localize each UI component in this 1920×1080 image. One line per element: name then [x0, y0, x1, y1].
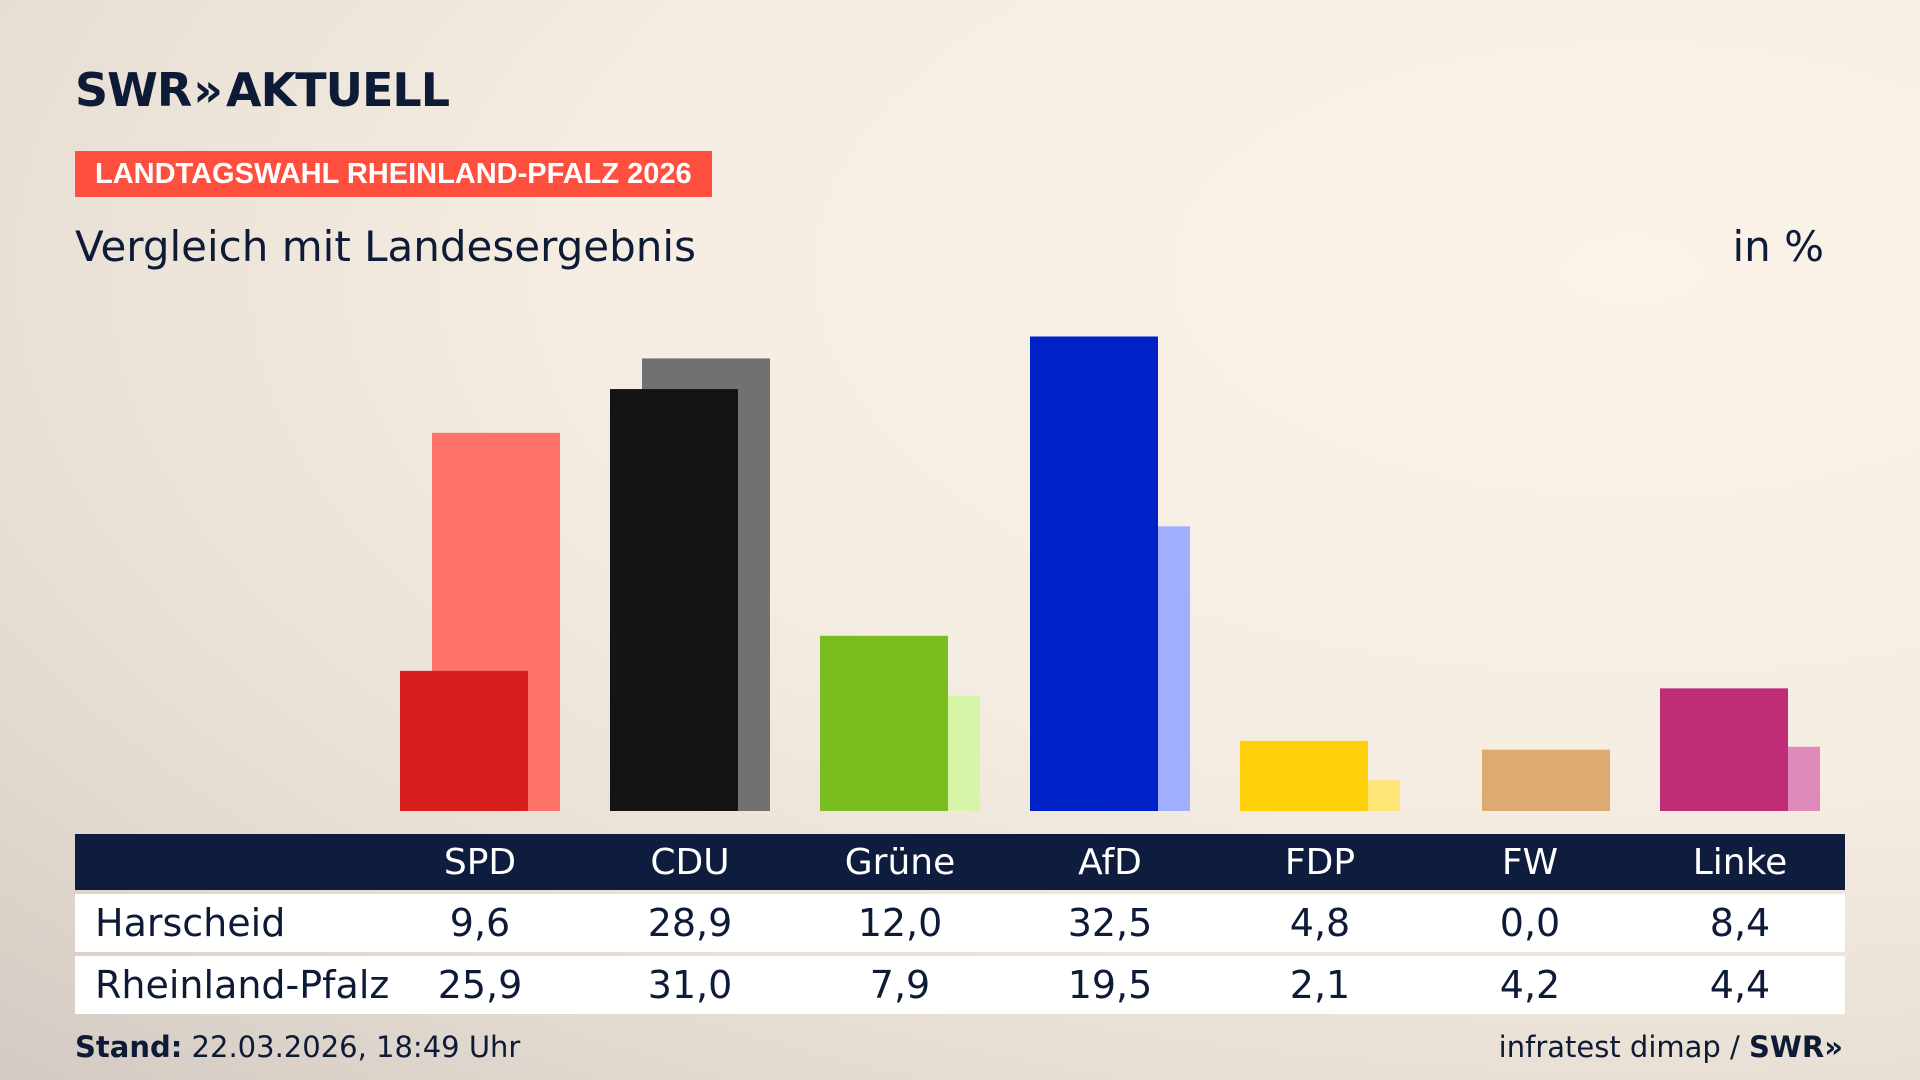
value-cell-spd: 9,6	[449, 901, 511, 945]
table-row: Rheinland-Pfalz 25,9 31,0 7,9 19,5 2,1 4,2 4,4	[75, 956, 1845, 1014]
value-cell-fdp: 4,8	[1289, 901, 1351, 945]
timestamp: Stand: 22.03.2026, 18:49 Uhr	[75, 1030, 520, 1064]
value-cell-cdu: 31,0	[647, 963, 733, 1007]
stand-label: Stand:	[75, 1030, 183, 1064]
value-cell-linke: 4,4	[1709, 963, 1771, 1007]
bar-afd-harscheid	[1030, 336, 1158, 811]
value-cell-spd: 25,9	[437, 963, 523, 1007]
column-header-fw: FW	[1501, 841, 1559, 883]
results-table: SPD CDU Grüne AfD FDP FW Linke Harscheid 9,6 28…	[75, 834, 1845, 1014]
bar-fdp-harscheid	[1240, 740, 1368, 811]
row-label: Rheinland-Pfalz	[95, 963, 390, 1007]
column-header-cdu: CDU	[650, 841, 730, 883]
chart-unit: in %	[1732, 222, 1824, 271]
source-separator: /	[1730, 1030, 1740, 1064]
source-name: infratest dimap	[1498, 1030, 1721, 1064]
logo-chevrons-icon: »	[193, 63, 223, 117]
table-row: Harscheid 9,6 28,9 12,0 32,5 4,8 0,0 8,4	[75, 894, 1845, 952]
value-cell-afd: 19,5	[1067, 963, 1153, 1007]
column-header-linke: Linke	[1692, 841, 1788, 883]
value-cell-fw: 0,0	[1499, 901, 1561, 945]
bar-linke-harscheid	[1660, 688, 1788, 811]
row-label: Harscheid	[95, 901, 286, 945]
chart-subtitle: Vergleich mit Landesergebnis	[75, 222, 696, 271]
value-cell-cdu: 28,9	[647, 901, 733, 945]
value-cell-grüne: 12,0	[857, 901, 943, 945]
bar-cdu-harscheid	[610, 389, 738, 811]
logo-brand: SWR	[75, 63, 192, 117]
source-chevrons-icon: »	[1824, 1030, 1843, 1064]
table-header: SPD CDU Grüne AfD FDP FW Linke	[75, 834, 1845, 890]
value-cell-afd: 32,5	[1067, 901, 1153, 945]
bar-grüne-harscheid	[820, 635, 948, 811]
bar-spd-harscheid	[400, 670, 528, 811]
election-kicker: LANDTAGSWAHL RHEINLAND-PFALZ 2026	[75, 151, 712, 197]
value-cell-grüne: 7,9	[869, 963, 931, 1007]
value-cell-linke: 8,4	[1709, 901, 1771, 945]
bar-fw-rheinland-pfalz	[1482, 749, 1610, 811]
value-cell-fw: 4,2	[1499, 963, 1561, 1007]
source-credit: infratest dimap / SWR»	[1499, 1030, 1843, 1064]
column-header-grüne: Grüne	[844, 841, 956, 883]
column-header-fdp: FDP	[1284, 841, 1356, 883]
column-header-spd: SPD	[443, 841, 517, 883]
value-cell-fdp: 2,1	[1289, 963, 1351, 1007]
logo-product: AKTUELL	[226, 63, 450, 117]
source-brand: SWR	[1749, 1030, 1825, 1064]
swr-aktuell-logo: SWR»AKTUELL	[75, 63, 450, 117]
stand-value: 22.03.2026, 18:49 Uhr	[191, 1030, 521, 1064]
column-header-afd: AfD	[1078, 841, 1142, 883]
